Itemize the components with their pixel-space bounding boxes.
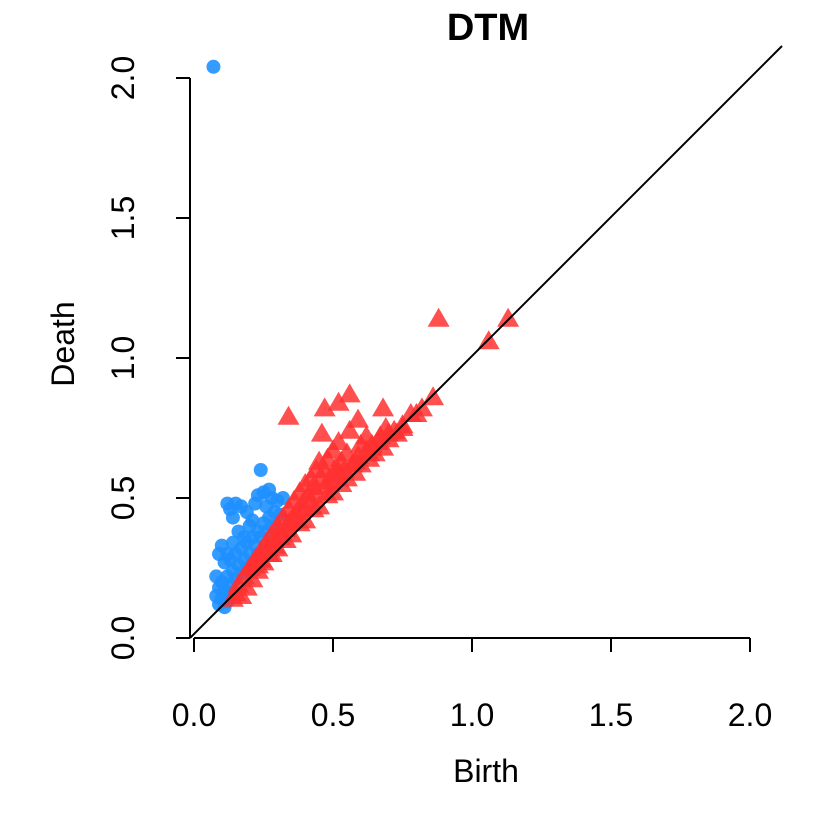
dim1-point bbox=[399, 403, 422, 422]
y-tick-label: 1.5 bbox=[105, 196, 141, 240]
y-tick-label: 1.0 bbox=[105, 336, 141, 380]
dim1-point bbox=[313, 397, 336, 417]
dim1-point bbox=[277, 512, 300, 532]
dim1-point bbox=[374, 417, 397, 436]
dim1-point bbox=[427, 307, 450, 327]
dim0-point bbox=[275, 491, 290, 505]
chart-title: DTM bbox=[447, 7, 529, 49]
dim1-point bbox=[333, 459, 356, 478]
y-tick-label: 0.5 bbox=[105, 476, 141, 520]
x-axis-ticks: 0.0 0.5 1.0 1.5 2.0 bbox=[172, 638, 772, 733]
dim1-point bbox=[347, 408, 370, 428]
dim1-point bbox=[372, 397, 395, 417]
dim0-point bbox=[248, 496, 263, 511]
dim0-point bbox=[209, 569, 224, 584]
dim1-point bbox=[277, 405, 300, 425]
dim1-point bbox=[319, 470, 342, 490]
dim1-point bbox=[360, 433, 383, 453]
data-points bbox=[206, 59, 520, 615]
y-tick-label: 0.0 bbox=[105, 616, 141, 660]
y-axis-title: Death bbox=[45, 301, 81, 386]
dim1-point bbox=[327, 391, 350, 411]
dim1-point bbox=[347, 445, 370, 464]
x-axis-title: Birth bbox=[453, 753, 519, 789]
x-tick-label: 0.0 bbox=[172, 697, 216, 733]
dim1-point bbox=[310, 422, 333, 442]
y-axis-ticks: 0.0 0.5 1.0 1.5 2.0 bbox=[105, 56, 190, 660]
y-tick-label: 2.0 bbox=[105, 56, 141, 100]
dim1-point bbox=[305, 481, 328, 501]
x-tick-label: 1.5 bbox=[589, 697, 633, 733]
x-tick-label: 1.0 bbox=[450, 697, 494, 733]
dim0-point bbox=[231, 524, 246, 539]
dim1-point bbox=[291, 498, 314, 518]
x-tick-label: 0.5 bbox=[311, 697, 355, 733]
dim1-point bbox=[221, 587, 244, 607]
x-tick-label: 2.0 bbox=[728, 697, 772, 733]
dim0-point bbox=[225, 510, 240, 525]
dim1-point bbox=[338, 419, 361, 439]
diagonal-line bbox=[189, 45, 783, 639]
dim0-point bbox=[206, 59, 221, 74]
dim1-point bbox=[497, 307, 520, 327]
dim1-point bbox=[338, 383, 361, 403]
dim1-point bbox=[263, 529, 286, 548]
dim0-point bbox=[253, 463, 268, 477]
dim0-point bbox=[212, 597, 227, 612]
